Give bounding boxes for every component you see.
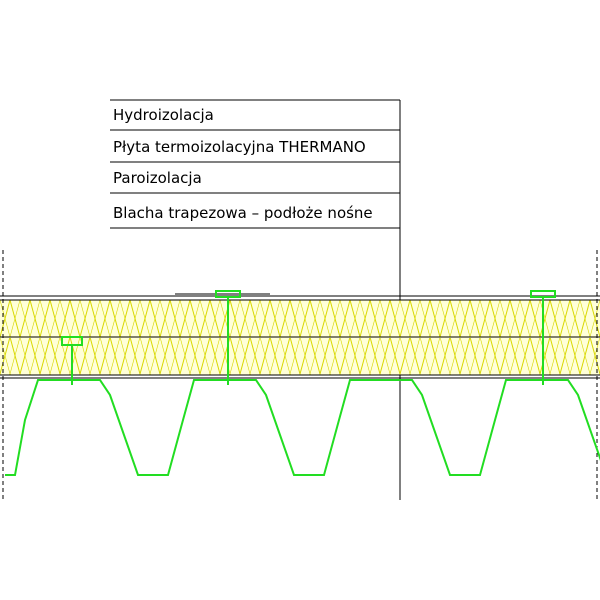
label: Płyta termoizolacyjna THERMANO [113, 138, 366, 156]
label: Hydroizolacja [113, 106, 214, 124]
label: Paroizolacja [113, 169, 202, 187]
trapezoidal-sheet [5, 379, 600, 476]
label: Blacha trapezowa – podłoże nośne [113, 204, 373, 222]
fasteners [61, 290, 556, 385]
insulation [0, 293, 600, 379]
